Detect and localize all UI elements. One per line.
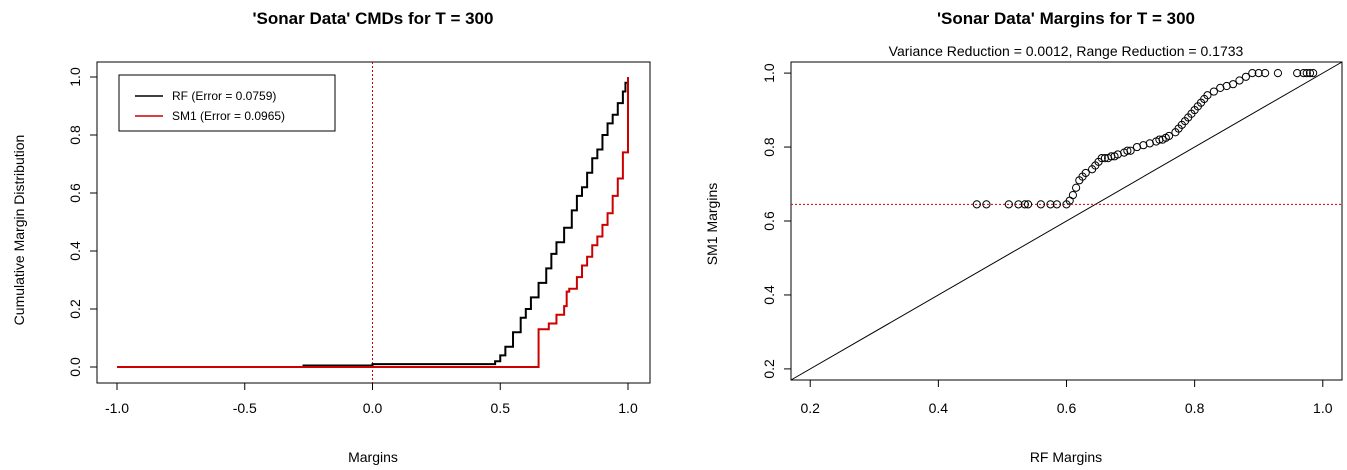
- margin-point: [1261, 68, 1270, 78]
- y-tick-label: 0.4: [67, 241, 83, 261]
- margin-point: [1052, 200, 1061, 209]
- x-tick-label: 0.5: [491, 400, 511, 416]
- identity-line: [790, 61, 1343, 381]
- cmd-chart-xlabel: Margins: [348, 449, 398, 465]
- margin-point: [1299, 68, 1308, 78]
- margin-point: [1097, 154, 1106, 163]
- x-tick-label: 0.8: [1185, 400, 1205, 416]
- margin-point: [1293, 68, 1302, 78]
- margin-point: [1228, 80, 1238, 89]
- margin-point: [1273, 68, 1283, 78]
- margin-point: [1305, 68, 1315, 78]
- margins-chart-points: [972, 68, 1318, 209]
- x-tick-label: 1.0: [618, 400, 638, 416]
- margin-point: [972, 200, 981, 209]
- margin-point: [1123, 146, 1132, 155]
- margin-point: [1164, 131, 1174, 141]
- margin-point: [1068, 191, 1078, 200]
- y-tick-label: 0.8: [67, 125, 83, 145]
- margin-point: [1004, 200, 1013, 209]
- margins-chart-diagonal-line: [790, 61, 1343, 381]
- y-tick-label: 0.2: [67, 299, 83, 319]
- y-tick-label: 1.0: [761, 63, 777, 83]
- margins-chart-y-axis: 0.2 0.4 0.6 0.8 1.0: [761, 63, 791, 379]
- cmd-chart-x-axis: -1.0 -0.5 0.0 0.5 1.0: [105, 383, 638, 416]
- margin-point: [1046, 200, 1055, 209]
- margin-point: [1203, 91, 1212, 100]
- margin-point: [1081, 168, 1090, 178]
- x-tick-label: 1.0: [1313, 400, 1333, 416]
- margin-point: [982, 200, 991, 209]
- margins-chart-x-axis: 0.2 0.4 0.6 0.8 1.0: [800, 380, 1333, 416]
- cmd-chart-ylabel: Cumulative Margin Distribution: [11, 135, 27, 326]
- x-tick-label: 0.2: [800, 400, 820, 416]
- margin-point: [1014, 200, 1023, 209]
- legend-label-sm1: SM1 (Error = 0.0965): [172, 109, 285, 123]
- y-tick-label: 0.0: [67, 357, 83, 377]
- cmd-chart: 'Sonar Data' CMDs for T = 300 Margins Cu…: [11, 9, 651, 465]
- y-tick-label: 1.0: [67, 67, 83, 87]
- margin-point: [1235, 76, 1244, 85]
- x-tick-label: 0.4: [929, 400, 949, 416]
- cmd-chart-y-axis: 0.0 0.2 0.4 0.6 0.8 1.0: [67, 67, 97, 377]
- margin-point: [1126, 146, 1135, 155]
- legend-label-rf: RF (Error = 0.0759): [172, 89, 276, 103]
- margin-point: [1036, 200, 1045, 209]
- y-tick-label: 0.8: [761, 137, 777, 157]
- margin-point: [1209, 87, 1218, 96]
- margin-point: [1302, 68, 1311, 78]
- margin-point: [1241, 72, 1250, 81]
- y-tick-label: 0.2: [761, 359, 777, 379]
- margins-chart-ylabel: SM1 Margins: [704, 183, 720, 265]
- margin-point: [1020, 200, 1029, 209]
- margin-point: [1248, 68, 1257, 78]
- margin-point: [1309, 68, 1318, 78]
- rf-cmd-line: [117, 77, 629, 368]
- cmd-chart-legend: RF (Error = 0.0759) SM1 (Error = 0.0965): [118, 74, 336, 132]
- cmd-chart-series: [117, 77, 629, 368]
- y-tick-label: 0.6: [761, 211, 777, 231]
- y-tick-label: 0.6: [67, 183, 83, 203]
- x-tick-label: 0.6: [1057, 400, 1077, 416]
- margins-chart-xlabel: RF Margins: [1030, 449, 1102, 465]
- margins-chart-title: 'Sonar Data' Margins for T = 300: [937, 9, 1195, 28]
- margins-chart-subtitle: Variance Reduction = 0.0012, Range Reduc…: [889, 43, 1244, 59]
- margin-point: [1023, 200, 1033, 209]
- sm1-cmd-line: [117, 77, 629, 368]
- x-tick-label: -0.5: [233, 400, 257, 416]
- y-tick-label: 0.4: [761, 285, 777, 305]
- x-tick-label: -1.0: [105, 400, 129, 416]
- legend-box: [118, 74, 336, 132]
- margins-chart: 'Sonar Data' Margins for T = 300 Varianc…: [704, 9, 1343, 465]
- cmd-chart-plot-frame: [96, 61, 651, 384]
- x-tick-label: 0.0: [363, 400, 383, 416]
- margin-point: [1254, 68, 1263, 78]
- cmd-chart-title: 'Sonar Data' CMDs for T = 300: [253, 9, 494, 28]
- margin-point: [1072, 183, 1081, 192]
